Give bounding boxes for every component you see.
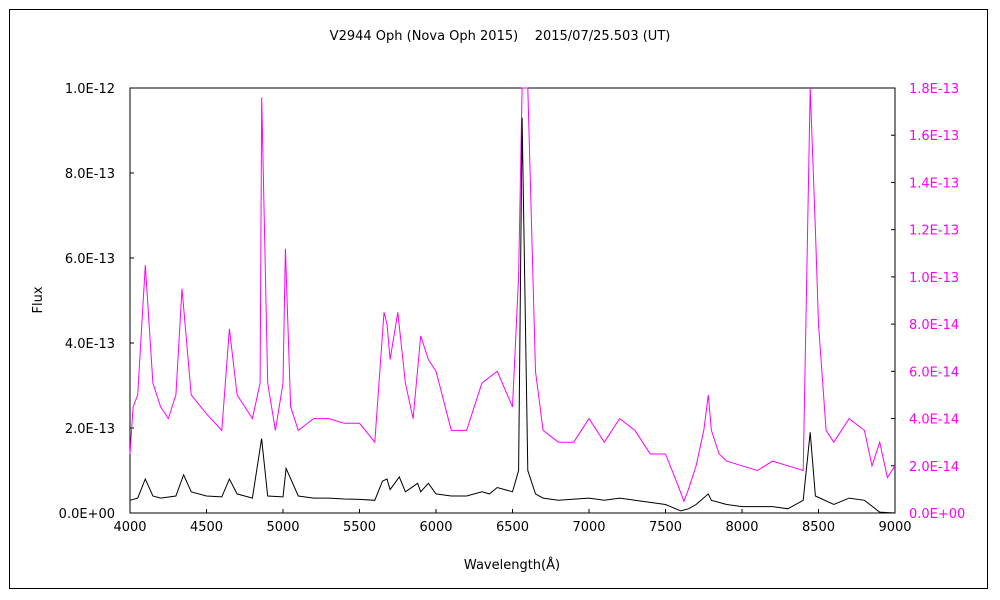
left-y-tick-label: 1.0E-12 xyxy=(65,82,115,97)
x-tick-label: 8500 xyxy=(802,520,835,535)
black-spectrum-line xyxy=(129,117,896,514)
right-y-tick-label: 0.0E+00 xyxy=(909,507,965,522)
left-y-axis-ticks: 0.0E+00 2.0E-13 4.0E-13 6.0E-13 8.0E-13 1.0E-… xyxy=(59,82,134,522)
x-tick-label: 5000 xyxy=(266,520,299,535)
right-y-tick-label: 1.2E-13 xyxy=(909,224,959,239)
x-axis-ticks: 4000 4500 5000 5500 6000 6500 7000 7500 8000 8500… xyxy=(113,509,912,535)
x-tick-label: 9000 xyxy=(878,520,911,535)
left-y-tick-label: 2.0E-13 xyxy=(65,422,115,437)
right-y-tick-label: 1.4E-13 xyxy=(909,176,959,191)
plot-area xyxy=(129,87,896,514)
x-tick-label: 6000 xyxy=(419,520,452,535)
right-y-tick-label: 1.6E-13 xyxy=(909,129,959,144)
x-tick-label: 4500 xyxy=(190,520,223,535)
x-axis-label: Wavelength(Å) xyxy=(464,557,560,573)
x-tick-label: 6500 xyxy=(496,520,529,535)
x-tick-label: 7000 xyxy=(572,520,605,535)
right-y-tick-label: 2.0E-14 xyxy=(909,460,959,475)
left-y-tick-label: 6.0E-13 xyxy=(65,252,115,267)
right-y-tick-label: 4.0E-14 xyxy=(909,413,959,428)
x-tick-label: 5500 xyxy=(343,520,376,535)
magenta-spectrum-line xyxy=(129,87,896,503)
x-tick-label: 4000 xyxy=(113,520,146,535)
right-y-axis-ticks: 0.0E+00 2.0E-14 4.0E-14 6.0E-14 8.0E-14 1.0E-… xyxy=(891,82,965,522)
x-tick-label: 8000 xyxy=(725,520,758,535)
left-y-tick-label: 8.0E-13 xyxy=(65,167,115,182)
chart-title: V2944 Oph (Nova Oph 2015) 2015/07/25.503… xyxy=(330,29,671,44)
right-y-tick-label: 6.0E-14 xyxy=(909,365,959,380)
chart-frame xyxy=(9,9,988,589)
left-y-tick-label: 0.0E+00 xyxy=(59,507,115,522)
left-y-tick-label: 4.0E-13 xyxy=(65,337,115,352)
right-y-tick-label: 8.0E-14 xyxy=(909,318,959,333)
series-group xyxy=(129,87,896,514)
x-tick-label: 7500 xyxy=(649,520,682,535)
right-y-tick-label: 1.0E-13 xyxy=(909,271,959,286)
right-y-tick-label: 1.8E-13 xyxy=(909,82,959,97)
y-axis-label: Flux xyxy=(31,286,46,313)
